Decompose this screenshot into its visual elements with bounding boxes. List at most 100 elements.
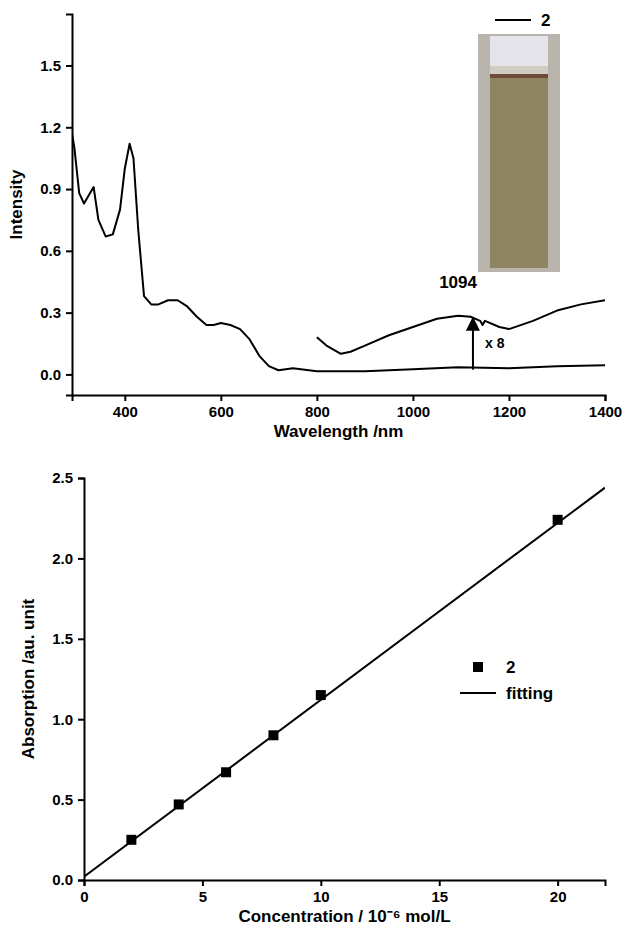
tick: 1.0: [52, 711, 84, 728]
tick-label: 1.5: [52, 630, 73, 647]
tick-label: 0.9: [40, 180, 61, 197]
axis: 0.0 0.3 0.6 0.9 1.2 1.5: [40, 15, 72, 396]
tick-label: 10: [313, 888, 330, 905]
panel: 400 600 800 1000 1200 1400 0.0 0.3 0.6 0.9 1.2 1.5 W…: [7, 11, 622, 441]
y-axis-title: Absorption /au. unit: [19, 598, 38, 759]
tick: 800: [305, 395, 330, 420]
legend-swatch: [495, 19, 531, 21]
tick-mark: [220, 395, 222, 401]
panel: 0 5 10 15 20 0.0 0.5 1.0 1.5 2.0 2.5 Concentration …: [19, 469, 606, 926]
tick-mark: [66, 189, 72, 191]
tick: 1.5: [52, 630, 84, 647]
tick: 0.6: [40, 242, 72, 259]
tick-mark: [78, 799, 84, 801]
tick-mark: [66, 250, 72, 252]
tick: 600: [209, 395, 234, 420]
tick-label: 20: [550, 888, 567, 905]
line: [317, 300, 605, 354]
tick-label: 600: [209, 403, 234, 420]
tick-mark: [508, 395, 510, 401]
tick: 5: [199, 880, 207, 905]
tick-label: 1200: [493, 403, 526, 420]
legend-swatch: [460, 692, 496, 694]
legend-swatch: [473, 662, 483, 672]
legend: 2fitting: [460, 658, 553, 703]
meniscus: [490, 74, 548, 78]
axis-line: [66, 15, 73, 396]
tick-mark: [316, 395, 318, 401]
arrow: [472, 324, 474, 370]
tick-label: 5: [199, 888, 207, 905]
axis-line: [85, 881, 606, 887]
legend: 2: [495, 11, 550, 30]
tick-mark: [66, 374, 72, 376]
tick-label: 0: [80, 888, 88, 905]
tick-label: 0.3: [40, 304, 61, 321]
solution: [490, 78, 548, 268]
tick: 1.5: [40, 57, 72, 74]
tick: 0.3: [40, 304, 72, 321]
plot-area: [84, 488, 605, 877]
axis-line: [73, 396, 606, 402]
tick-label: 1.0: [52, 711, 73, 728]
tick-mark: [78, 880, 84, 882]
axis: 0 5 10 15 20: [80, 880, 605, 905]
tick-mark: [78, 638, 84, 640]
line: [84, 488, 605, 877]
tick-mark: [557, 880, 559, 886]
tick: 2.0: [52, 550, 84, 567]
tick-mark: [439, 880, 441, 886]
inset-photo: [478, 34, 560, 272]
legend-label: fitting: [506, 684, 553, 703]
tick: 0.9: [40, 180, 72, 197]
tick-label: 1400: [589, 403, 622, 420]
tick-mark: [202, 880, 204, 886]
tick-label: 0.0: [52, 871, 73, 888]
tick-mark: [412, 395, 414, 401]
tick-label: 800: [305, 403, 330, 420]
tick: 15: [431, 880, 448, 905]
tick-mark: [124, 395, 126, 401]
tick-label: 0.6: [40, 242, 61, 259]
tick-label: 2.5: [52, 469, 73, 486]
tick-mark: [66, 312, 72, 314]
tick: 0.0: [40, 366, 72, 383]
x-axis-title: Wavelength /nm: [274, 422, 404, 441]
tick-mark: [78, 719, 84, 721]
line: [72, 133, 605, 371]
tick-label: 1.5: [40, 57, 61, 74]
tick-label: 400: [113, 403, 138, 420]
tick: 2.5: [52, 469, 84, 486]
tick-label: 15: [431, 888, 448, 905]
tick-label: 2.0: [52, 550, 73, 567]
tick: 1000: [397, 395, 430, 420]
tick: 400: [113, 395, 138, 420]
point: [316, 690, 326, 700]
tick-mark: [320, 880, 322, 886]
tick-mark: [605, 395, 607, 401]
tick-mark: [66, 65, 72, 67]
photo-background: [478, 34, 560, 272]
legend-label: 2: [541, 11, 550, 30]
annotation: 1094: [439, 273, 477, 292]
axis-line: [78, 479, 85, 881]
annotation: x 8: [485, 335, 505, 351]
tick-label: 0.5: [52, 791, 73, 808]
tick: 0.5: [52, 791, 84, 808]
tick-label: 1.2: [40, 119, 61, 136]
tick: 0.0: [52, 871, 84, 888]
tick: 0: [80, 880, 88, 905]
axis: 400 600 800 1000 1200 1400: [73, 395, 623, 420]
tick-mark: [78, 478, 84, 480]
tick: 1.2: [40, 119, 72, 136]
tick-mark: [66, 127, 72, 129]
tick: 1200: [493, 395, 526, 420]
x-axis-title: Concentration / 10⁻⁶ mol/L: [238, 907, 450, 926]
tick: 20: [550, 880, 567, 905]
tick: 10: [313, 880, 330, 905]
tick-mark: [78, 558, 84, 560]
tick: 1400: [589, 395, 622, 420]
y-axis-title: Intensity: [7, 169, 26, 239]
tick-label: 0.0: [40, 366, 61, 383]
cuvette-cap: [490, 36, 548, 66]
